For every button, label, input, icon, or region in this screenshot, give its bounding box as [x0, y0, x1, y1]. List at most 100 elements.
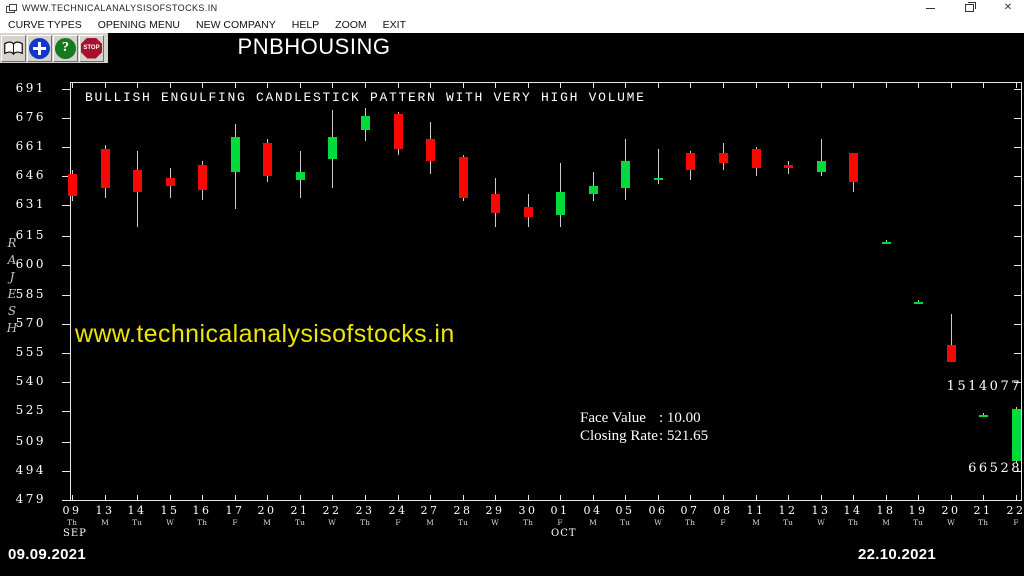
y-tick-right	[1014, 471, 1021, 472]
candle-body-up	[589, 186, 598, 194]
x-day-label: Th	[523, 518, 533, 527]
candle-body-up	[1012, 409, 1021, 461]
x-day-label: W	[328, 518, 336, 527]
footer-start-date: 09.09.2021	[8, 546, 87, 563]
x-day-label: F	[720, 518, 726, 527]
y-tick-left	[62, 500, 70, 501]
menu-item-new-company[interactable]: NEW COMPANY	[196, 18, 276, 31]
candle-body-up	[979, 415, 988, 417]
y-tick-left	[62, 411, 70, 412]
x-day-label: M	[263, 518, 271, 527]
x-day-label: F	[232, 518, 238, 527]
x-day-label: Tu	[620, 518, 630, 527]
x-tick-bottom	[853, 495, 854, 500]
x-tick-bottom	[1016, 495, 1017, 500]
x-tick-top	[723, 83, 724, 88]
x-tick-top	[235, 83, 236, 88]
x-tick-top	[918, 83, 919, 88]
menu-item-exit[interactable]: EXIT	[382, 18, 407, 31]
restore-icon	[964, 2, 976, 12]
x-date-label: 14	[843, 504, 863, 517]
x-date-label: 18	[876, 504, 896, 517]
candle-body-down	[719, 153, 728, 163]
menu-item-opening-menu[interactable]: OPENING MENU	[97, 18, 180, 31]
month-label: SEP	[63, 528, 87, 539]
x-day-label: M	[101, 518, 109, 527]
x-date-label: 20	[941, 504, 961, 517]
y-tick-right	[1014, 265, 1021, 266]
minimize-button[interactable]	[924, 2, 936, 14]
x-day-label: Tu	[458, 518, 468, 527]
candle-body-down	[784, 165, 793, 168]
x-tick-top	[853, 83, 854, 88]
app-icon	[6, 4, 17, 13]
x-day-label: M	[426, 518, 434, 527]
x-tick-top	[1016, 83, 1017, 88]
y-tick-left	[62, 471, 70, 472]
x-day-label: W	[817, 518, 825, 527]
stop-button[interactable]: STOP	[79, 34, 104, 62]
x-tick-bottom	[788, 495, 789, 500]
menu-item-curve-types[interactable]: CURVE TYPES	[8, 18, 82, 31]
x-tick-bottom	[528, 495, 529, 500]
restore-button[interactable]	[963, 2, 976, 14]
x-day-label: Tu	[783, 518, 793, 527]
y-tick-left	[62, 382, 70, 383]
x-day-label: M	[882, 518, 890, 527]
x-tick-top	[463, 83, 464, 88]
x-tick-bottom	[495, 495, 496, 500]
closing-rate-row: Closing Rate: 521.65	[580, 427, 708, 445]
y-tick-left	[62, 89, 70, 90]
x-day-label: M	[752, 518, 760, 527]
x-tick-top	[886, 83, 887, 88]
y-axis-label: 646	[15, 168, 46, 182]
x-tick-bottom	[72, 495, 73, 500]
y-tick-right	[1014, 353, 1021, 354]
x-tick-top	[72, 83, 73, 88]
candle-body-down	[426, 139, 435, 161]
x-date-label: 07	[680, 504, 700, 517]
x-tick-bottom	[593, 495, 594, 500]
candle-body-up	[556, 192, 565, 215]
y-axis-label: 555	[15, 345, 46, 359]
y-tick-right	[1014, 147, 1021, 148]
book-button[interactable]	[1, 34, 26, 62]
candle-body-down	[198, 165, 207, 190]
x-tick-top	[105, 83, 106, 88]
x-date-label: 09	[62, 504, 82, 517]
y-axis-label: 479	[15, 492, 46, 506]
help-button[interactable]: ?	[53, 34, 78, 62]
x-date-label: 27	[420, 504, 440, 517]
close-button[interactable]: ✕	[1003, 2, 1013, 13]
y-tick-left	[62, 236, 70, 237]
face-value-row: Face Value: 10.00	[580, 409, 708, 427]
candle-body-down	[133, 170, 142, 192]
candle-body-down	[394, 114, 403, 149]
menu-item-zoom[interactable]: ZOOM	[335, 18, 367, 31]
add-company-button[interactable]	[27, 34, 52, 62]
x-date-label: 08	[713, 504, 733, 517]
y-tick-right	[1014, 382, 1021, 383]
x-tick-bottom	[723, 495, 724, 500]
x-day-label: Th	[685, 518, 695, 527]
x-tick-bottom	[365, 495, 366, 500]
y-tick-right	[1014, 176, 1021, 177]
x-tick-top	[658, 83, 659, 88]
x-date-label: 12	[778, 504, 798, 517]
x-tick-top	[430, 83, 431, 88]
x-tick-bottom	[430, 495, 431, 500]
x-date-label: 22	[1006, 504, 1024, 517]
x-tick-bottom	[560, 495, 561, 500]
x-tick-top	[267, 83, 268, 88]
x-tick-bottom	[625, 495, 626, 500]
x-date-label: 14	[127, 504, 147, 517]
x-day-label: F	[1013, 518, 1019, 527]
y-tick-left	[62, 265, 70, 266]
x-tick-top	[690, 83, 691, 88]
x-day-label: Tu	[913, 518, 923, 527]
menu-item-help[interactable]: HELP	[291, 18, 320, 31]
x-day-label: Th	[848, 518, 858, 527]
x-day-label: Tu	[295, 518, 305, 527]
